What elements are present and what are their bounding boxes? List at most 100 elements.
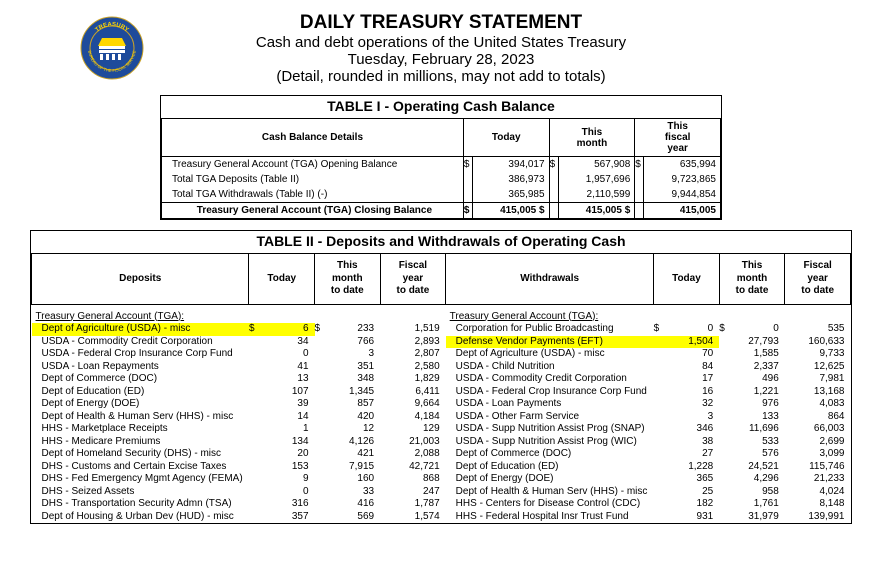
deposit-today: 20 xyxy=(263,448,314,461)
withdrawal-fy: 160,633 xyxy=(785,336,851,349)
withdrawal-month: 31,979 xyxy=(730,511,785,524)
doc-note: (Detail, rounded in millions, may not ad… xyxy=(20,68,862,85)
col-d-month: Thismonthto date xyxy=(315,254,381,305)
row-fy: 635,994 xyxy=(644,157,721,173)
table-1-closing-row: Treasury General Account (TGA) Closing B… xyxy=(162,203,721,219)
withdrawal-fy: 864 xyxy=(785,411,851,424)
deposit-month: 569 xyxy=(326,511,380,524)
withdrawal-month: 1,585 xyxy=(730,348,785,361)
table-2-row: DHS - Transportation Security Admn (TSA)… xyxy=(32,498,851,511)
withdrawal-label: Dept of Health & Human Serv (HHS) - misc xyxy=(446,486,654,499)
closing-month: 415,005 $ xyxy=(558,203,635,219)
deposit-today: 1 xyxy=(263,423,314,436)
deposit-label: Dept of Health & Human Serv (HHS) - misc xyxy=(32,411,249,424)
table-2-section-row: Treasury General Account (TGA): Treasury… xyxy=(32,311,851,324)
table-2-row: Dept of Commerce (DOC)133481,829USDA - C… xyxy=(32,373,851,386)
withdrawal-fy: 7,981 xyxy=(785,373,851,386)
deposit-month: 233 xyxy=(326,323,380,336)
deposit-label: DHS - Seized Assets xyxy=(32,486,249,499)
document-header: TREASURY BUREAU OF THE FISCAL SERVICE DA… xyxy=(20,12,862,85)
deposit-month: 348 xyxy=(326,373,380,386)
deposit-label: Dept of Education (ED) xyxy=(32,386,249,399)
withdrawal-label: USDA - Loan Payments xyxy=(446,398,654,411)
deposit-label: HHS - Marketplace Receipts xyxy=(32,423,249,436)
withdrawal-fy: 9,733 xyxy=(785,348,851,361)
table-2-row: USDA - Loan Repayments413512,580USDA - C… xyxy=(32,361,851,374)
table-2-block: TABLE II - Deposits and Withdrawals of O… xyxy=(30,230,852,524)
table-2-row: HHS - Marketplace Receipts112129USDA - S… xyxy=(32,423,851,436)
withdrawal-today: 17 xyxy=(665,373,719,386)
withdrawal-today: 32 xyxy=(665,398,719,411)
deposit-today: 0 xyxy=(263,486,314,499)
withdrawal-label: USDA - Other Farm Service xyxy=(446,411,654,424)
closing-label: Treasury General Account (TGA) Closing B… xyxy=(162,203,464,219)
treasury-seal-icon: TREASURY BUREAU OF THE FISCAL SERVICE xyxy=(80,16,144,83)
deposit-today: 153 xyxy=(263,461,314,474)
withdrawal-today: 70 xyxy=(665,348,719,361)
doc-date: Tuesday, February 28, 2023 xyxy=(20,51,862,68)
table-2-row: Dept of Homeland Security (DHS) - misc20… xyxy=(32,448,851,461)
deposit-fy: 1,574 xyxy=(380,511,446,524)
deposit-month: 7,915 xyxy=(326,461,380,474)
deposit-month: 416 xyxy=(326,498,380,511)
table-2-row: DHS - Customs and Certain Excise Taxes15… xyxy=(32,461,851,474)
table-1-row: Total TGA Withdrawals (Table II) (-)365,… xyxy=(162,187,721,203)
withdrawal-label: USDA - Supp Nutrition Assist Prog (WIC) xyxy=(446,436,654,449)
closing-fy: 415,005 xyxy=(644,203,721,219)
withdrawal-label: Dept of Agriculture (USDA) - misc xyxy=(446,348,654,361)
deposit-today: 14 xyxy=(263,411,314,424)
withdrawal-today: 3 xyxy=(665,411,719,424)
deposit-month: 3 xyxy=(326,348,380,361)
row-today: 394,017 xyxy=(472,157,549,173)
deposit-label: Dept of Agriculture (USDA) - misc xyxy=(32,323,249,336)
withdrawals-section: Treasury General Account (TGA): xyxy=(446,311,654,324)
deposit-today: 13 xyxy=(263,373,314,386)
withdrawal-today: 182 xyxy=(665,498,719,511)
deposit-month: 1,345 xyxy=(326,386,380,399)
withdrawal-fy: 12,625 xyxy=(785,361,851,374)
deposit-label: Dept of Commerce (DOC) xyxy=(32,373,249,386)
deposit-label: USDA - Loan Repayments xyxy=(32,361,249,374)
withdrawal-fy: 115,746 xyxy=(785,461,851,474)
deposit-label: Dept of Energy (DOE) xyxy=(32,398,249,411)
withdrawal-fy: 2,699 xyxy=(785,436,851,449)
withdrawal-fy: 3,099 xyxy=(785,448,851,461)
withdrawal-label: USDA - Commodity Credit Corporation xyxy=(446,373,654,386)
withdrawal-month: 533 xyxy=(730,436,785,449)
withdrawal-month: 1,761 xyxy=(730,498,785,511)
withdrawal-label: Dept of Commerce (DOC) xyxy=(446,448,654,461)
withdrawal-today: 25 xyxy=(665,486,719,499)
withdrawal-today: 27 xyxy=(665,448,719,461)
row-label: Total TGA Withdrawals (Table II) (-) xyxy=(162,187,464,203)
deposit-month: 421 xyxy=(326,448,380,461)
deposit-fy: 1,519 xyxy=(380,323,446,336)
col-today: Today xyxy=(463,119,549,157)
withdrawal-label: HHS - Federal Hospital Insr Trust Fund xyxy=(446,511,654,524)
withdrawal-label: USDA - Federal Crop Insurance Corp Fund xyxy=(446,386,654,399)
withdrawal-today: 346 xyxy=(665,423,719,436)
deposit-label: DHS - Transportation Security Admn (TSA) xyxy=(32,498,249,511)
deposit-month: 12 xyxy=(326,423,380,436)
deposit-today: 357 xyxy=(263,511,314,524)
table-2-title: TABLE II - Deposits and Withdrawals of O… xyxy=(31,231,851,253)
withdrawal-month: 27,793 xyxy=(730,336,785,349)
withdrawal-today: 38 xyxy=(665,436,719,449)
row-today: 386,973 xyxy=(472,172,549,187)
deposit-fy: 42,721 xyxy=(380,461,446,474)
withdrawal-today: 931 xyxy=(665,511,719,524)
deposit-month: 4,126 xyxy=(326,436,380,449)
deposit-label: USDA - Commodity Credit Corporation xyxy=(32,336,249,349)
deposit-fy: 247 xyxy=(380,486,446,499)
row-month: 1,957,696 xyxy=(558,172,635,187)
deposit-month: 857 xyxy=(326,398,380,411)
deposit-today: 39 xyxy=(263,398,314,411)
deposits-section: Treasury General Account (TGA): xyxy=(32,311,249,324)
deposit-today: 107 xyxy=(263,386,314,399)
deposit-fy: 2,807 xyxy=(380,348,446,361)
table-2-row: Dept of Agriculture (USDA) - misc$6$2331… xyxy=(32,323,851,336)
row-month: 567,908 xyxy=(558,157,635,173)
withdrawal-fy: 21,233 xyxy=(785,473,851,486)
deposit-label: HHS - Medicare Premiums xyxy=(32,436,249,449)
doc-subtitle-1: Cash and debt operations of the United S… xyxy=(20,34,862,51)
table-2-row: DHS - Seized Assets033247Dept of Health … xyxy=(32,486,851,499)
